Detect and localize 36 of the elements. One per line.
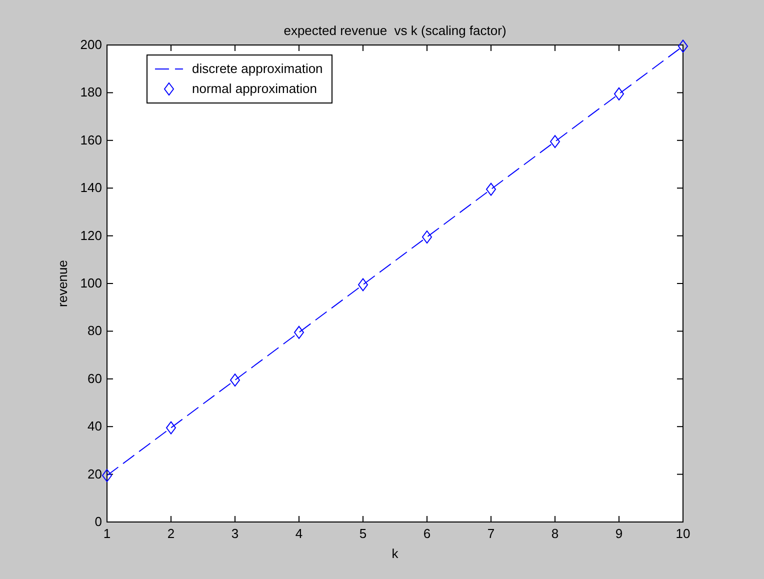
- point: [422, 230, 432, 244]
- x-axis-title: k: [392, 546, 399, 561]
- y-tick-label: 80: [88, 323, 102, 338]
- x-tick-label: 4: [295, 526, 303, 541]
- x-tick-label: 1: [103, 526, 111, 541]
- y-tick-label: 0: [94, 514, 102, 529]
- x-tick-label: 9: [615, 526, 623, 541]
- y-tick-label: 20: [88, 466, 102, 482]
- y-axis-title: revenue: [55, 260, 70, 307]
- x-tick-label: 10: [676, 526, 690, 541]
- point: [358, 278, 368, 292]
- y-tick-label: 60: [88, 370, 102, 386]
- y-tick-label: 120: [80, 228, 102, 243]
- x-tick-label: 7: [487, 526, 495, 541]
- y-tick-label: 40: [88, 418, 102, 434]
- y-tick-label: 100: [80, 276, 102, 290]
- point: [614, 87, 624, 100]
- x-tick-label: 5: [359, 526, 367, 541]
- y-tick-label: 160: [80, 132, 102, 148]
- x-tick-label: 6: [423, 526, 431, 541]
- x-tick-label: 2: [167, 526, 175, 541]
- legend-label: discrete approximation: [192, 61, 323, 76]
- y-tick-label: 180: [80, 84, 102, 100]
- point: [294, 326, 304, 339]
- x-tick-label: 8: [551, 526, 559, 541]
- point: [230, 374, 240, 387]
- point: [166, 421, 176, 434]
- legend-label: normal approximation: [192, 81, 318, 96]
- x-tick-label: 3: [231, 526, 239, 541]
- y-tick-label: 200: [80, 37, 102, 52]
- point: [486, 182, 496, 196]
- point: [102, 468, 112, 482]
- chart-title: expected revenue vs k (scaling factor): [284, 23, 506, 38]
- point: [678, 40, 688, 53]
- y-tick-label: 140: [80, 180, 102, 196]
- point: [550, 135, 560, 148]
